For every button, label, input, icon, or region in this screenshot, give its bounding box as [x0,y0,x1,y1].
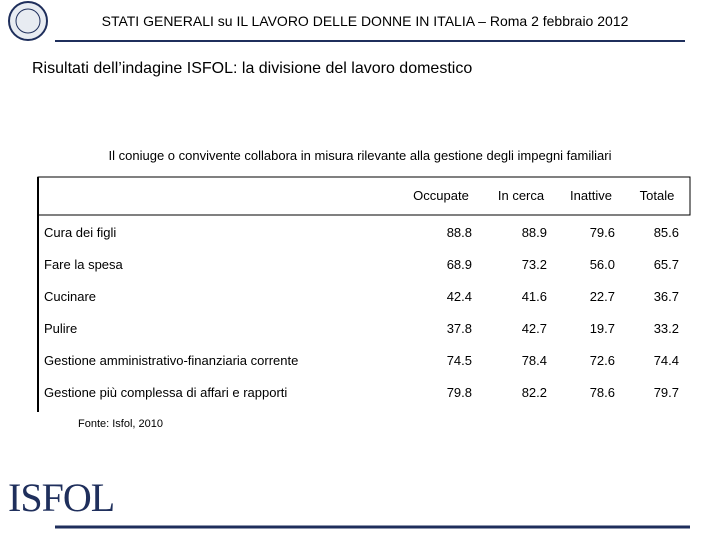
table-caption: Il coniuge o convivente collabora in mis… [108,148,612,163]
cell-value: 82.2 [521,385,547,400]
cell-value: 88.9 [521,225,547,240]
cell-value: 36.7 [653,289,679,304]
cell-value: 79.8 [446,385,472,400]
cell-value: 37.8 [446,321,472,336]
cell-value: 74.4 [653,353,679,368]
cell-value: 65.7 [653,257,679,272]
cell-value: 85.6 [653,225,679,240]
cell-value: 72.6 [589,353,615,368]
row-label: Pulire [44,321,78,336]
row-label: Cucinare [44,289,97,304]
row-label: Gestione amministrativo-finanziaria corr… [44,353,299,368]
row-label: Cura dei figli [44,225,117,240]
cell-value: 79.6 [589,225,615,240]
column-header: Totale [639,188,675,203]
cell-value: 74.5 [446,353,472,368]
cell-value: 42.7 [521,321,547,336]
row-label: Fare la spesa [44,257,123,272]
cell-value: 88.8 [446,225,472,240]
cell-value: 56.0 [589,257,615,272]
column-header: In cerca [497,188,545,203]
cell-value: 41.6 [521,289,547,304]
row-label: Gestione più complessa di affari e rappo… [44,385,288,400]
source: Fonte: Isfol, 2010 [78,418,163,430]
cell-value: 22.7 [589,289,615,304]
cell-value: 79.7 [653,385,679,400]
cell-value: 19.7 [589,321,615,336]
cell-value: 78.4 [521,353,547,368]
cell-value: 73.2 [521,257,547,272]
emblem [8,1,48,41]
subtitle: Risultati dell’indagine ISFOL: la divisi… [32,60,473,77]
column-header: Occupate [413,188,469,203]
cell-value: 33.2 [653,321,679,336]
logo: ISFOL [8,475,115,520]
cell-value: 78.6 [589,385,615,400]
header-title: STATI GENERALI su IL LAVORO DELLE DONNE … [101,13,629,29]
emblem-ring [15,8,41,34]
cell-value: 42.4 [446,289,472,304]
cell-value: 68.9 [446,257,472,272]
column-header: Inattive [570,188,612,203]
